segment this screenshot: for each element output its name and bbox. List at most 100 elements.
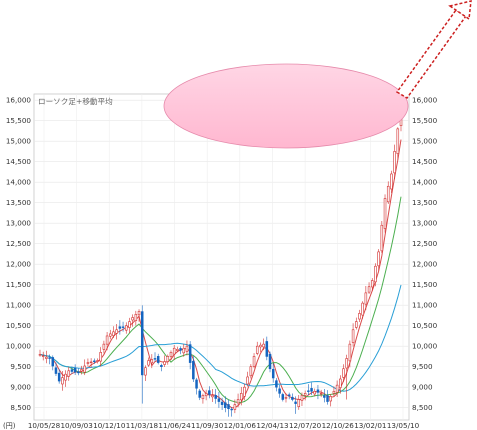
candle-body (163, 361, 166, 365)
y-tick-label-right: 14,000 (412, 178, 438, 187)
candle-body (326, 395, 329, 402)
y-tick-label: 14,000 (6, 178, 32, 187)
candle (150, 354, 154, 369)
candle-body (93, 360, 96, 363)
candle (80, 365, 83, 375)
x-tick-label: 11/09/30 (191, 421, 224, 430)
y-tick-label: 13,000 (6, 219, 32, 228)
chart-title: ローソク足+移動平均 (38, 96, 113, 106)
ma-line-medium (39, 196, 402, 404)
candle (319, 389, 323, 398)
candle (73, 364, 77, 376)
candle-body (275, 380, 278, 388)
candle (224, 396, 227, 413)
candle (176, 346, 179, 353)
candle (348, 340, 352, 368)
y-tick-label-right: 12,500 (412, 239, 438, 248)
x-tick-label: 13/02/01 (354, 421, 386, 430)
candle (323, 389, 326, 403)
candle-body (380, 224, 384, 252)
candle (83, 359, 86, 376)
candle (278, 385, 281, 398)
candle-body (83, 365, 86, 373)
candle-body (121, 326, 125, 328)
candle (329, 394, 332, 407)
candle-body (319, 393, 323, 395)
candle-body (208, 390, 211, 395)
candle (335, 380, 339, 398)
x-axis: 10/05/28 10/09/03 10/12/10 11/03/18 11/06/24… (28, 421, 420, 430)
candle-body (370, 280, 374, 288)
candle (310, 382, 313, 396)
y-axis-unit: (円) (3, 422, 16, 430)
candle (134, 310, 138, 326)
candle-body (339, 378, 342, 388)
candle (211, 388, 214, 403)
candle-body (294, 401, 297, 404)
candle (287, 392, 291, 400)
callout: 日経平均、１万7000円程度はかなりの確率で達成するだろう。状況によっては、２万… (163, 0, 472, 149)
candle (386, 181, 390, 204)
candle-body (182, 347, 186, 354)
candle (271, 362, 275, 383)
y-tick-label: 11,000 (6, 301, 32, 310)
y-tick-label: 11,500 (6, 280, 32, 289)
x-tick-label: 10/09/03 (60, 421, 92, 430)
candle-body (383, 198, 387, 229)
candle (67, 366, 71, 381)
candle-body (374, 265, 377, 283)
candle-body (45, 356, 48, 359)
candle (307, 384, 310, 395)
candle-body (147, 360, 150, 366)
plot-area (33, 93, 410, 421)
candle (268, 351, 272, 373)
candle (109, 329, 112, 340)
candle-body (73, 367, 77, 373)
x-tick-label: 10/12/10 (93, 421, 126, 430)
candle (124, 322, 128, 334)
candle-body (329, 396, 332, 402)
candle-body (342, 368, 345, 378)
candle-body (150, 359, 154, 364)
callout-bubble (163, 63, 409, 149)
candle (128, 317, 131, 333)
x-tick-label: 12/01/06 (224, 421, 257, 430)
candle (102, 340, 106, 354)
candle (355, 317, 358, 330)
candle-body (297, 399, 301, 407)
candle (38, 349, 42, 357)
candle-body (80, 369, 83, 372)
candle (364, 286, 368, 311)
candle-body (236, 399, 240, 404)
candle (294, 396, 297, 414)
candle-body (89, 361, 93, 364)
candle (70, 366, 74, 375)
candle-body (118, 326, 122, 329)
candle (64, 370, 67, 387)
candle-body (124, 325, 128, 331)
candle (300, 392, 304, 407)
candle (265, 336, 269, 361)
candle-body (109, 333, 112, 337)
candle (153, 352, 157, 362)
candle-body (96, 360, 99, 362)
candle (201, 393, 205, 404)
y-tick-label: 10,500 (6, 321, 32, 330)
candle (54, 362, 58, 377)
candle-body (390, 173, 393, 190)
candle-body (255, 345, 259, 354)
candle-body (156, 356, 160, 363)
ma-line-long (39, 284, 402, 392)
candle-body (166, 356, 170, 362)
candle-body (70, 369, 74, 372)
candle-body (144, 367, 147, 376)
candle-body (265, 341, 269, 357)
candle-body (153, 358, 157, 360)
candle-body (67, 370, 71, 377)
candle (182, 344, 186, 357)
candle-body (367, 286, 371, 293)
candle (115, 324, 118, 340)
candle-body (345, 358, 348, 369)
y-tick-label-right: 15,000 (412, 137, 438, 146)
candle-body (230, 408, 233, 411)
